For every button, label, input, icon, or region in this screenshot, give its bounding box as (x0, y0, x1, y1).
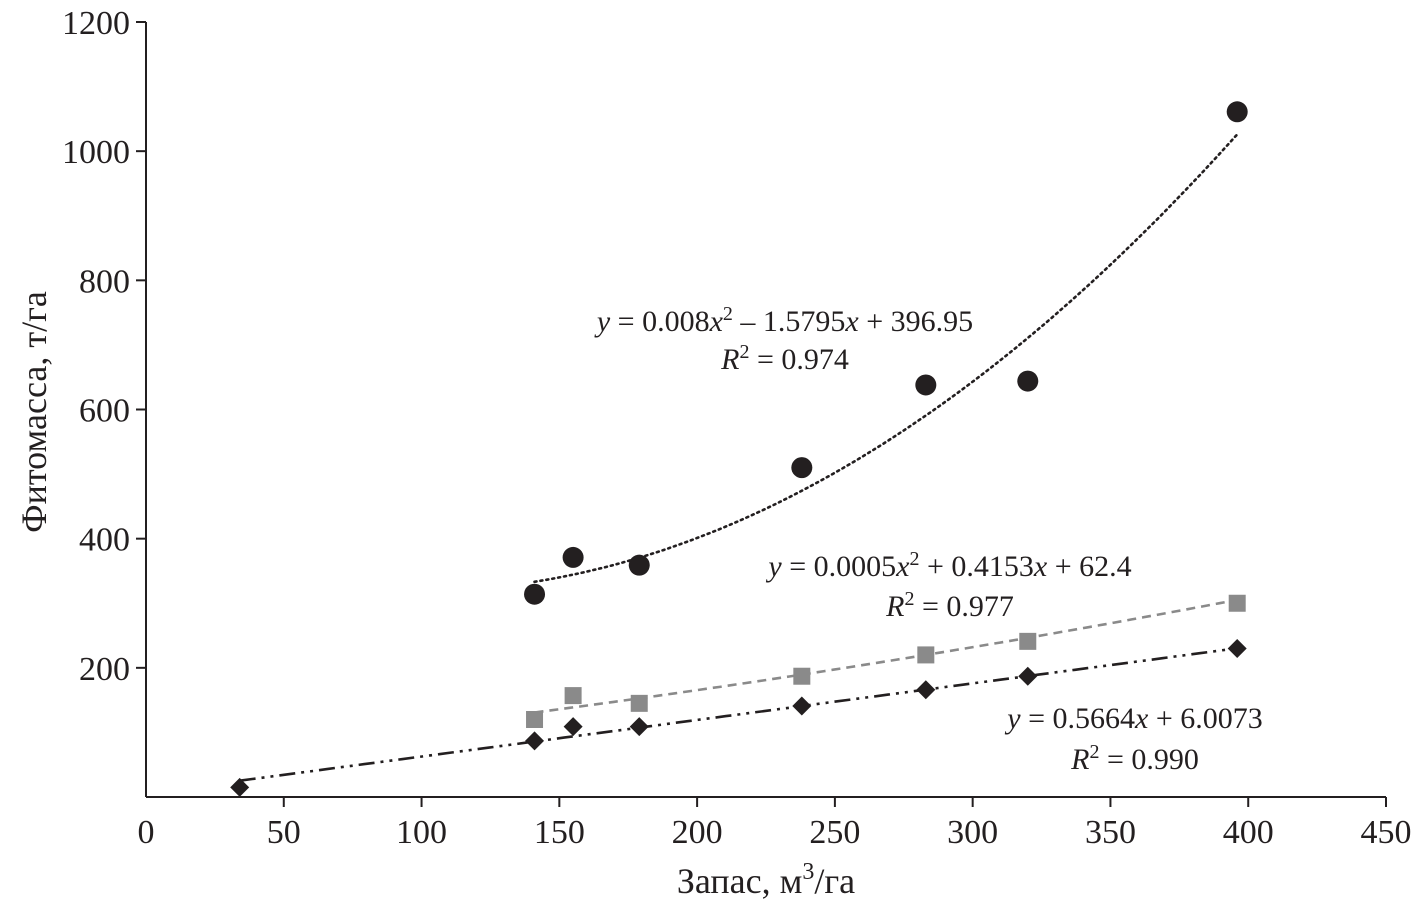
y-axis-title: Фитомасса, т/га (14, 291, 54, 533)
series-1-point (791, 457, 813, 479)
series-3-point (230, 777, 250, 797)
data-points (230, 101, 1248, 797)
x-tick-label: 200 (672, 814, 723, 851)
ticks: 0 50 100 150 200 250 300 350 400 450 200 400 600 800 1… (62, 5, 1412, 851)
series-2-point (793, 667, 811, 685)
y-tick-label: 1200 (62, 5, 130, 42)
equation-part: y (765, 550, 782, 583)
x-tick-label: 250 (809, 814, 860, 851)
r-squared-value: = 0.990 (1099, 743, 1198, 776)
equation-label-3: y = 0.5664x + 6.0073 (1004, 702, 1263, 735)
x-tick-label: 300 (947, 814, 998, 851)
series-3-point (1227, 638, 1247, 658)
r-squared-letter: R (885, 590, 904, 623)
equation-label-1: y = 0.008x2 – 1.5795x + 396.95 (594, 303, 973, 338)
r-squared-label-2: R2 = 0.977 (885, 588, 1014, 623)
x-tick-label: 150 (534, 814, 585, 851)
series-2-point (564, 687, 582, 705)
y-tick-label: 200 (79, 651, 130, 688)
equation-part: = 0.5664 (1021, 702, 1135, 735)
x-tick-label: 350 (1085, 814, 1136, 851)
equation-part: x (844, 305, 859, 338)
series-3-point (525, 731, 545, 751)
series-3-point (1018, 666, 1038, 686)
r-squared-label-1: R2 = 0.974 (720, 341, 849, 376)
r-squared-letter: R (1070, 743, 1089, 776)
y-tick-label: 400 (79, 522, 130, 559)
equation-part: + 6.0073 (1148, 702, 1262, 735)
r-squared-value: = 0.974 (749, 343, 848, 376)
equation-label-2: y = 0.0005x2 + 0.4153x + 62.4 (765, 548, 1131, 583)
x-axis-title: Запас, м3/га (677, 859, 855, 901)
trendline-3 (239, 647, 1238, 782)
y-tick-label: 600 (79, 393, 130, 430)
equation-part: x (1134, 702, 1149, 735)
x-tick-label: 400 (1223, 814, 1274, 851)
series-3-point (916, 680, 936, 700)
series-3-point (629, 717, 649, 737)
series-1-point (915, 374, 937, 396)
x-tick-label: 450 (1361, 814, 1412, 851)
equation-part: = 0.0005 (782, 550, 896, 583)
trendline-2 (534, 598, 1238, 714)
series-1-point (628, 554, 650, 576)
x-tick-label: 0 (138, 814, 155, 851)
equation-part: y (1004, 702, 1021, 735)
r-squared-sup: 2 (739, 341, 749, 363)
equation-part: + 62.4 (1047, 550, 1131, 583)
series-1-point (524, 583, 546, 605)
r-squared-letter: R (720, 343, 739, 376)
series-2-point (1019, 632, 1037, 650)
y-tick-label: 800 (79, 263, 130, 300)
series-2-point (1228, 594, 1246, 612)
x-axis-title-sup: 3 (802, 859, 814, 885)
equation-part: x (1033, 550, 1048, 583)
equation-part: = 0.008 (610, 305, 709, 338)
equation-part: – 1.5795 (733, 305, 846, 338)
series-3-point (563, 717, 583, 737)
series-3-point (792, 696, 812, 716)
trendline-1 (533, 133, 1239, 584)
series-1-point (1226, 101, 1248, 123)
equation-part: y (594, 305, 611, 338)
equation-part: 2 (723, 303, 733, 325)
equation-part: + 0.4153 (919, 550, 1033, 583)
r-squared-sup: 2 (904, 588, 914, 610)
trendlines (239, 133, 1239, 782)
series-1-point (1017, 370, 1039, 392)
series-2-point (917, 646, 935, 664)
r-squared-label-3: R2 = 0.990 (1070, 741, 1199, 776)
equation-part: + 396.95 (859, 305, 973, 338)
y-tick-label: 1000 (62, 134, 130, 171)
x-tick-label: 50 (267, 814, 301, 851)
equation-part: x (895, 550, 910, 583)
series-2-point (526, 711, 544, 728)
r-squared-sup: 2 (1089, 741, 1099, 763)
equation-part: x (709, 305, 724, 338)
equation-part: 2 (909, 548, 919, 570)
r-squared-value: = 0.977 (914, 590, 1013, 623)
series-1-point (562, 546, 584, 568)
x-tick-label: 100 (396, 814, 447, 851)
series-2-point (630, 694, 648, 712)
